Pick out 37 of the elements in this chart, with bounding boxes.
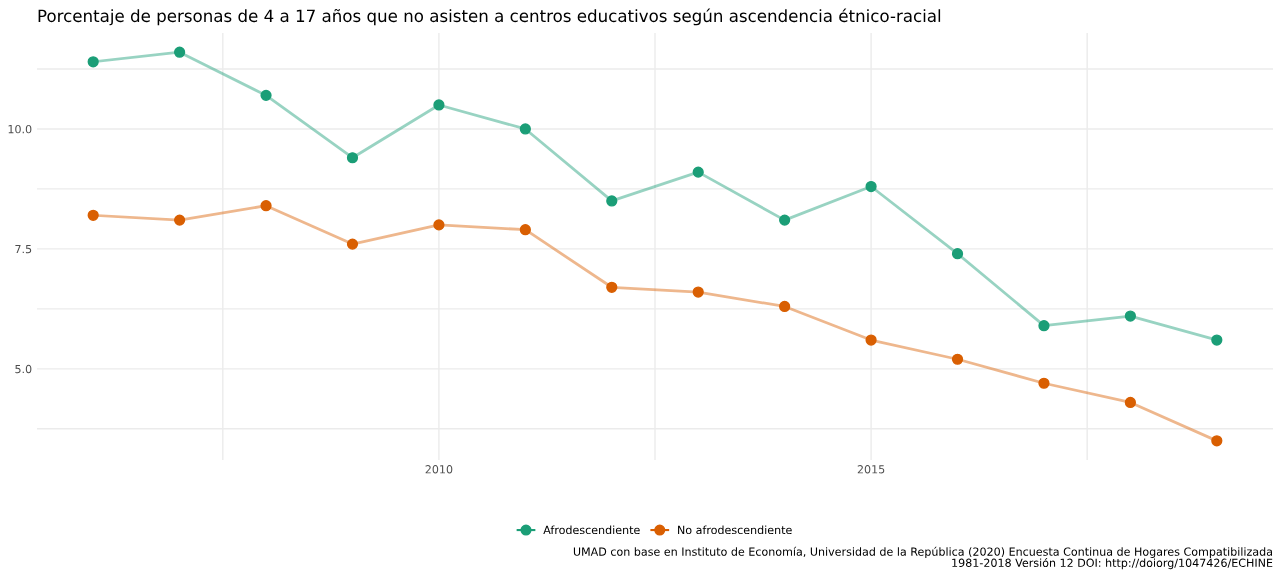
chart-title: Porcentaje de personas de 4 a 17 años que no asisten a centros educativos según ascendencia étnico-racial (38, 8, 941, 26)
point (1038, 377, 1050, 389)
point (779, 300, 791, 313)
point (692, 166, 704, 178)
point (1124, 310, 1136, 322)
point (951, 248, 964, 260)
point (519, 123, 531, 135)
y-tick-label: 10.0 (8, 124, 32, 134)
point (519, 224, 531, 236)
point (692, 286, 704, 298)
point (87, 209, 99, 221)
point (346, 152, 359, 164)
point (1211, 334, 1223, 346)
point (346, 238, 359, 250)
point (865, 334, 877, 346)
legend-label: Afrodescendiente (543, 525, 640, 535)
point (174, 46, 186, 58)
point (779, 214, 791, 226)
point (606, 281, 618, 293)
legend-label: No afrodescendiente (678, 525, 792, 535)
point (260, 200, 272, 212)
y-tick-label: 5.0 (15, 364, 32, 374)
point (174, 214, 186, 226)
point (433, 99, 445, 111)
point (433, 219, 445, 231)
point (260, 89, 272, 101)
text: UMAD con base en Instituto de Economía, Universidad de la República (2020) Encuesta Continua de Hogares Compatibilizada 1981-2018 Versión 12 DOI: http://doiorg/1047426/ECHINE (573, 546, 1273, 570)
point (87, 56, 99, 68)
y-tick-label: 7.5 (15, 245, 32, 254)
x-tick-label: 2015 (857, 465, 885, 474)
point (951, 353, 964, 365)
point (1038, 320, 1050, 332)
point (1124, 396, 1136, 409)
point (865, 180, 877, 193)
point (1211, 435, 1223, 447)
point (606, 195, 618, 207)
x-tick-label: 2010 (425, 465, 453, 474)
